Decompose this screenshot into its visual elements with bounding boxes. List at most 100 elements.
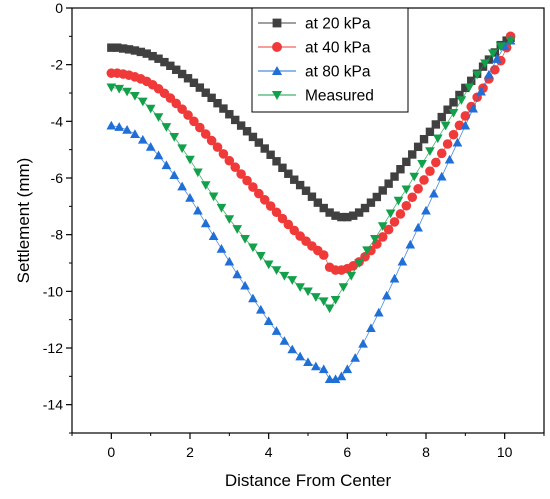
data-point [307,192,317,201]
data-point [460,111,471,121]
y-tick-label: -2 [51,57,64,73]
data-point [219,104,228,113]
data-point [413,142,423,152]
data-point [409,172,420,182]
data-point [448,129,459,140]
data-point [390,172,399,181]
data-point [360,203,370,213]
data-point [287,344,298,354]
data-point [384,179,393,188]
data-point [224,155,235,166]
data-point [366,323,376,333]
data-point [284,169,293,178]
data-point [201,88,210,97]
data-point [358,338,368,348]
data-point [124,45,134,54]
data-point [405,239,416,249]
data-point [436,148,447,159]
data-point [396,165,405,174]
data-point [452,137,463,147]
data-point [337,212,346,222]
data-point [395,209,406,219]
data-point [378,186,387,195]
legend-item: Measured [258,88,374,105]
data-point [166,61,175,70]
data-point [324,304,335,314]
data-point [279,271,290,281]
data-point [330,295,341,305]
data-point [130,129,140,138]
data-point [177,181,187,191]
data-point [114,84,125,94]
data-point [301,186,311,195]
data-point [232,269,243,279]
data-point [366,198,376,207]
data-point [137,134,148,144]
data-point [183,74,193,83]
data-point [242,175,252,186]
y-tick-label: -6 [51,170,64,186]
data-point [169,133,180,142]
data-point [303,357,313,367]
data-point [130,46,140,55]
data-point [468,103,479,113]
data-point [260,144,269,153]
data-point [266,150,275,159]
data-point [389,217,400,227]
data-point [318,297,329,307]
data-point [216,203,227,213]
data-point [505,36,516,46]
data-point [336,371,347,381]
data-point [421,205,431,215]
y-axis-title: Settlement (mm) [14,158,33,284]
data-point [240,280,250,290]
data-point [248,132,258,142]
legend-marker [272,42,282,52]
data-point [381,290,392,300]
x-tick-label: 10 [497,444,513,460]
data-point [444,154,455,164]
data-point [255,304,266,314]
data-point [248,243,258,253]
data-point [206,135,217,146]
data-point [372,192,382,202]
legend-label: at 20 kPa [305,16,371,33]
data-point [208,192,219,202]
legend-marker [271,65,283,76]
x-tick-label: 2 [186,444,194,460]
data-point [313,198,323,207]
data-point [437,112,446,122]
data-point [350,353,361,362]
data-point [242,127,252,136]
legend-item: at 20 kPa [258,16,371,33]
x-tick-label: 6 [343,444,351,460]
data-point [200,181,211,190]
data-point [455,90,464,100]
data-point [318,364,329,374]
legend-marker [272,18,282,28]
data-point [254,188,264,199]
data-point [122,87,132,97]
data-point [278,163,287,172]
data-point [480,59,490,69]
data-point [432,134,443,144]
data-point [259,195,270,205]
data-point [106,83,117,93]
data-point [346,271,357,281]
data-point [161,160,172,170]
data-point [106,120,117,130]
data-point [442,139,453,149]
data-point [172,65,181,74]
data-point [107,43,116,52]
data-point [330,374,341,384]
data-point [431,120,441,129]
data-point [254,138,264,147]
data-point [145,104,156,114]
data-point [425,127,435,137]
data-point [193,168,203,178]
data-point [464,83,475,93]
data-point [425,147,435,156]
data-point [401,185,412,195]
data-point [153,113,164,122]
